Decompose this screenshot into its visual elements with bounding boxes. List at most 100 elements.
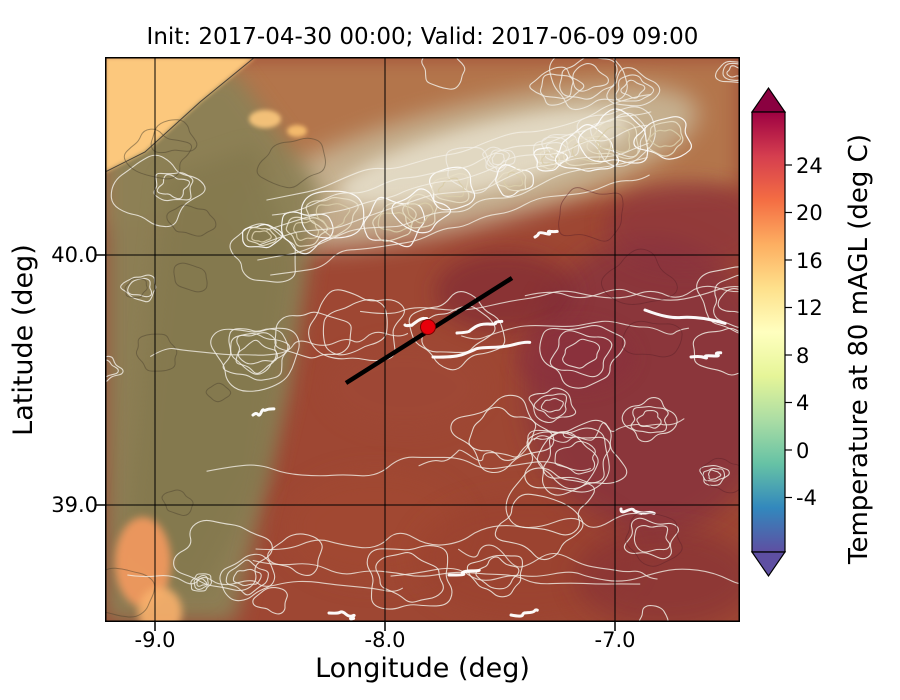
contour-line (391, 188, 452, 234)
water-feature (509, 608, 539, 618)
colorbar-tick-label: 24 (796, 154, 823, 178)
contour-line (375, 551, 444, 603)
contour-line (150, 331, 409, 357)
contour-line (615, 74, 655, 102)
colorbar-canvas (750, 86, 792, 578)
contour-line (645, 120, 684, 157)
cool-spot-n2 (287, 125, 307, 137)
cool-patch-sw2 (138, 587, 182, 622)
contour-line (363, 196, 426, 248)
contour-line (638, 604, 669, 622)
hot-maroon-east (525, 237, 740, 537)
contour-line (702, 467, 726, 482)
temperature-field (105, 57, 740, 622)
contour-line (633, 116, 693, 160)
contour-line (315, 203, 351, 229)
contour-line (620, 79, 646, 99)
colorbar (750, 85, 796, 582)
contour-line (390, 567, 740, 585)
contour-line (549, 330, 613, 378)
contour-line (229, 223, 296, 283)
contour-line (475, 556, 520, 590)
contour-line (494, 493, 584, 561)
station-marker (420, 319, 436, 335)
contour-line (696, 266, 740, 335)
grid-lines (105, 57, 740, 622)
contour-line (621, 320, 683, 358)
contour-line (445, 146, 498, 194)
hot-patch (515, 322, 635, 392)
contour-line (529, 66, 585, 106)
contour-line (255, 512, 643, 551)
contour-line (236, 332, 278, 365)
contour-line (528, 387, 577, 424)
contour-line (305, 196, 359, 237)
water-feature (643, 308, 727, 325)
colorbar-tick-label: 0 (796, 439, 810, 463)
contour-line (505, 467, 595, 536)
x-tick-label: -7.0 (594, 628, 636, 652)
contour-line (524, 286, 740, 301)
contour-line (105, 567, 156, 618)
contour-line (625, 511, 683, 567)
contour-line (437, 177, 465, 198)
contour-line (258, 142, 649, 246)
contour-line (408, 291, 506, 371)
map-canvas (96, 57, 740, 631)
y-tick-label: 40.0 (51, 243, 98, 267)
contour-line (256, 137, 327, 189)
y-axis-label: Latitude (deg) (8, 244, 39, 436)
contour-line (533, 393, 568, 419)
colorbar-ticks (785, 164, 792, 499)
contour-line (708, 469, 722, 480)
contour-line (526, 419, 628, 496)
water-feature (455, 319, 504, 335)
colorbar-tick-label: -4 (796, 486, 817, 510)
contour-line (251, 230, 272, 243)
contour-line (252, 586, 288, 615)
contour-line (127, 574, 403, 592)
contour-line (648, 129, 682, 148)
contour-line (105, 355, 124, 383)
contour-line (596, 126, 631, 153)
contour-line (554, 440, 596, 475)
contour-line (377, 212, 413, 233)
contour-line (222, 333, 290, 381)
contour-line (266, 124, 648, 231)
contour-line (418, 431, 574, 467)
contour-line (633, 525, 671, 553)
ocean-corner (105, 57, 255, 172)
contour-line (173, 519, 273, 592)
contour-line (105, 359, 119, 378)
colorbar-extend-over (750, 86, 787, 113)
contour-line (359, 285, 740, 315)
contour-line (458, 544, 658, 580)
contour-line (135, 333, 178, 372)
contour-line (173, 262, 208, 293)
colorbar-tick-label: 12 (796, 296, 823, 320)
x-tick-label: -9.0 (134, 628, 176, 652)
contour-line (252, 559, 641, 585)
contour-line (538, 148, 561, 170)
contour-line (722, 62, 740, 81)
contour-line (150, 119, 198, 154)
contour-line (156, 173, 191, 200)
hot-patch-se (575, 527, 740, 622)
contour-line (621, 397, 678, 443)
cool-spot-n (249, 110, 281, 128)
contour-line (366, 544, 453, 610)
contour-line (166, 204, 217, 237)
contour-line (713, 274, 740, 329)
contour-line (540, 398, 564, 413)
water-feature (447, 568, 481, 577)
contour-line (636, 409, 662, 429)
contour-line (717, 288, 740, 314)
contour-line (630, 406, 669, 434)
contour-line (161, 489, 194, 517)
contour-line (562, 338, 601, 369)
coastline (105, 57, 256, 173)
colorbar-tick-label: 16 (796, 249, 823, 273)
water-feature (689, 351, 723, 360)
colorbar-tick-label: 20 (796, 201, 823, 225)
contour-line (196, 578, 208, 587)
